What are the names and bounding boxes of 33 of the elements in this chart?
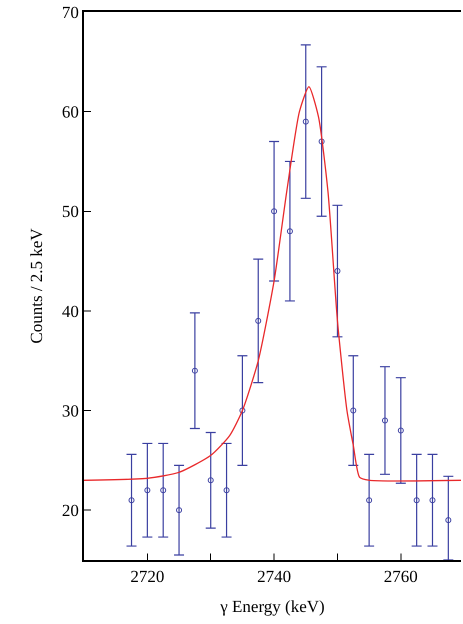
point [382, 418, 388, 424]
y-tick-label: 70 [62, 2, 79, 22]
y-tick-label: 60 [62, 102, 79, 122]
x-axis-title: γ Energy (keV) [219, 597, 325, 616]
point [350, 408, 356, 414]
y-tick-label: 40 [62, 302, 79, 321]
x-tick-label: 2760 [384, 567, 418, 586]
point [208, 477, 214, 484]
point [302, 118, 309, 125]
point [445, 517, 452, 524]
point [239, 408, 246, 414]
point [224, 487, 230, 494]
line-series [84, 86, 461, 482]
point [271, 208, 278, 214]
y-tick-label: 50 [62, 202, 79, 222]
point [160, 487, 166, 494]
point [128, 497, 135, 504]
x-tick-label: 2740 [257, 567, 292, 586]
y-tick-label: 20 [62, 501, 79, 520]
point [192, 368, 198, 374]
point [318, 138, 325, 145]
point [414, 497, 420, 504]
point [334, 268, 340, 274]
y-axis-title: Counts / 2.5 keV [26, 228, 46, 344]
point [255, 318, 262, 324]
point [398, 427, 404, 434]
y-tick-label: 30 [62, 402, 79, 420]
point [366, 497, 372, 504]
point [176, 507, 182, 514]
x-tick-label: 2720 [130, 567, 164, 586]
point [144, 487, 150, 494]
point [286, 228, 293, 234]
point [429, 497, 436, 504]
